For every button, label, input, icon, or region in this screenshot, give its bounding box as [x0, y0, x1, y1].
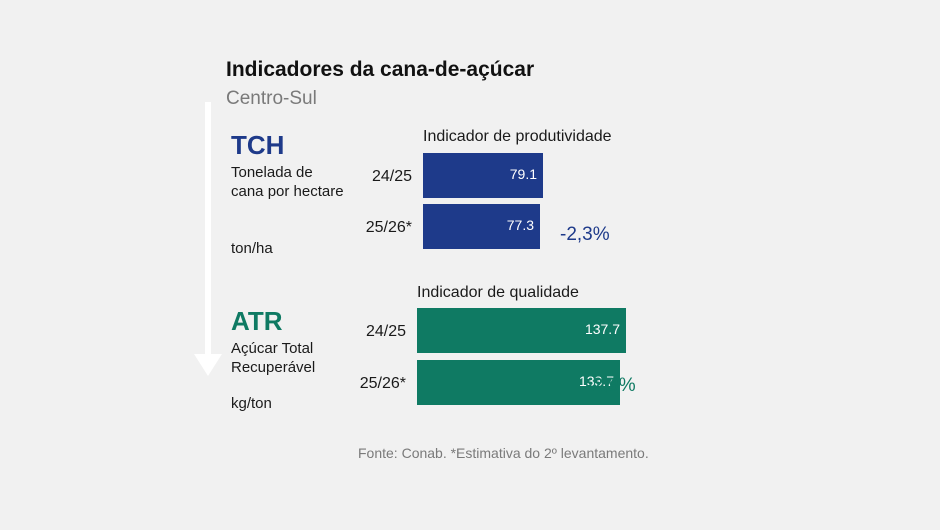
tch-panel-title: Indicador de produtividade	[423, 128, 612, 145]
atr-row-label-1: 24/25	[365, 323, 406, 340]
atr-bar-2-value: 133.7	[578, 373, 614, 389]
chart-subtitle: Centro-Sul	[226, 88, 317, 109]
chart-title: Indicadores da cana-de-açúcar	[226, 58, 535, 81]
atr-description: Açúcar Total Recuperável	[231, 340, 316, 376]
source-note: Fonte: Conab. *Estimativa do 2º levantam…	[358, 445, 649, 461]
tch-bar-1-value: 79.1	[509, 166, 537, 182]
tch-unit: ton/ha	[231, 240, 273, 257]
tch-change-label: -2,3%	[560, 224, 610, 245]
atr-panel-title: Indicador de qualidade	[417, 284, 579, 301]
tch-row-label-2: 25/26*	[365, 219, 412, 236]
tch-code: TCH	[231, 130, 285, 160]
atr-bar-2: 133.7	[417, 360, 620, 405]
atr-row-label-2: 25/26*	[359, 375, 406, 392]
atr-code: ATR	[231, 306, 283, 336]
tch-description: Tonelada de cana por hectare	[231, 164, 344, 200]
tch-bar-1: 79.1	[423, 153, 543, 198]
tch-bar-2: 77.3	[423, 204, 540, 249]
tch-row-label-1: 24/25	[371, 168, 412, 185]
atr-unit: kg/ton	[231, 395, 272, 412]
down-arrow-icon	[194, 102, 222, 376]
atr-bar-1-value: 137.7	[584, 321, 620, 337]
atr-change-label: -2,9%	[586, 375, 636, 396]
tch-bar-2-value: 77.3	[506, 217, 534, 233]
atr-bar-1: 137.7	[417, 308, 626, 353]
